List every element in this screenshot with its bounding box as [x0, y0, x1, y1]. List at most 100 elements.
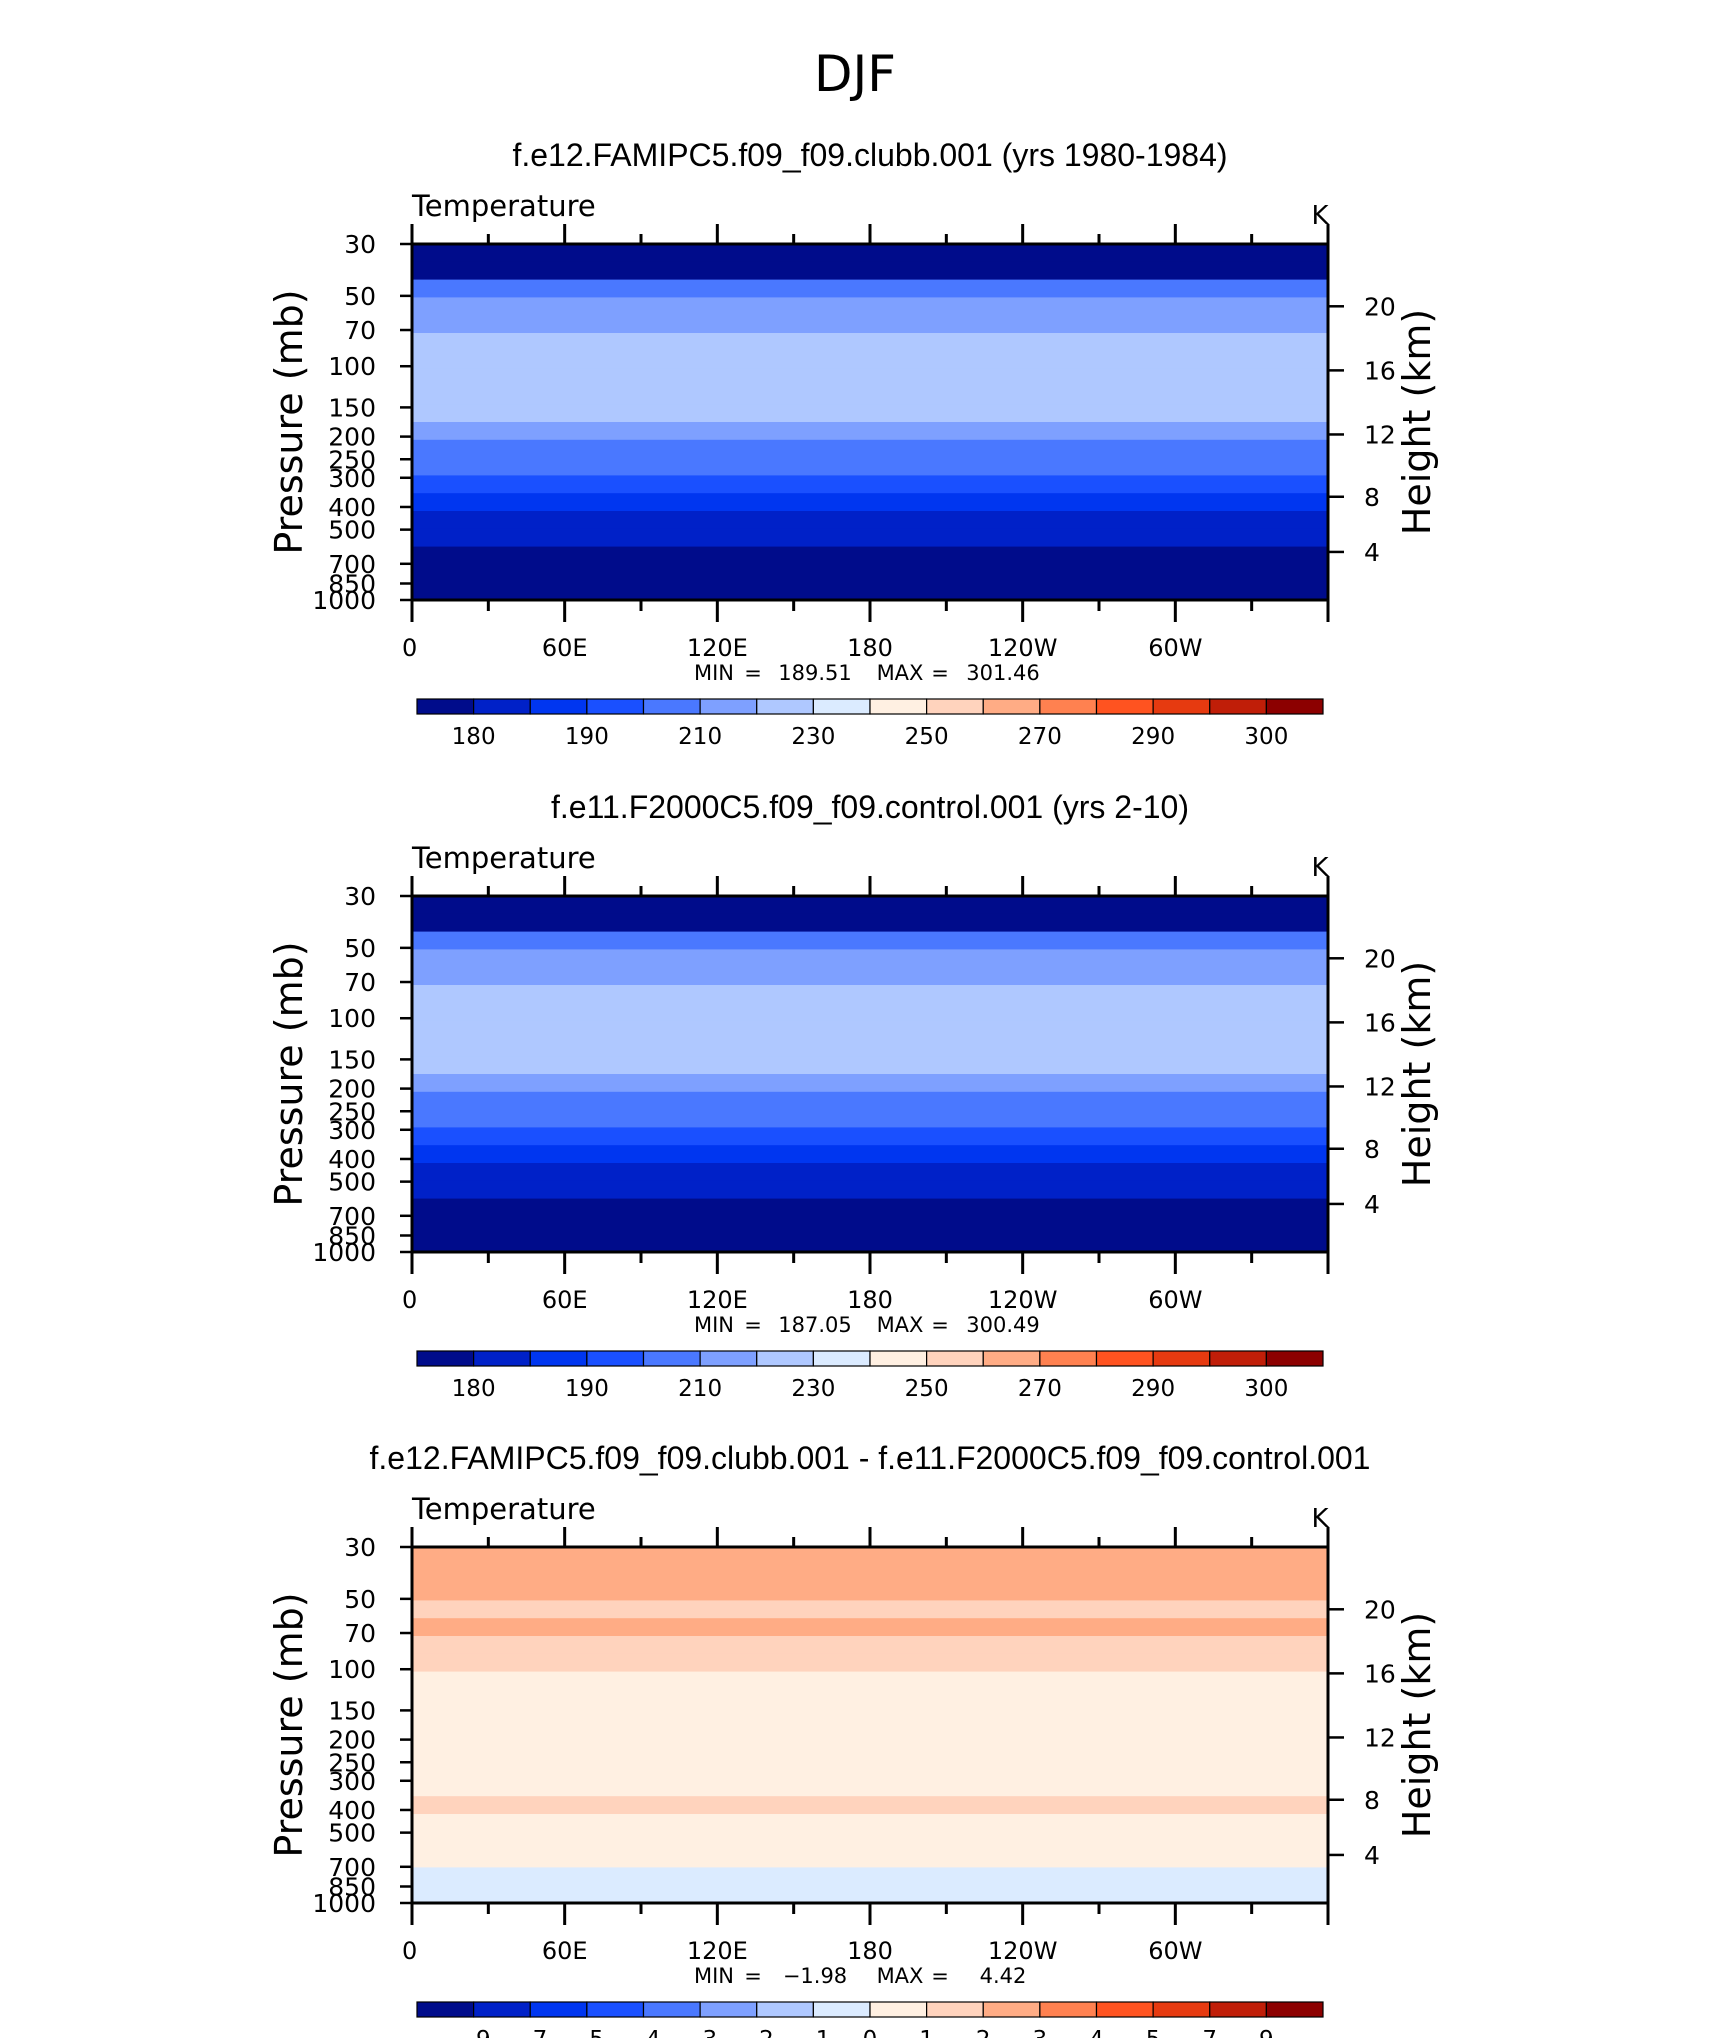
contour-layer: [412, 1216, 1328, 1236]
colorbar-swatch: [1152, 698, 1211, 715]
colorbar-label: −7: [513, 2027, 547, 2038]
panel-3: [400, 1527, 1344, 2018]
y-tick-label: 400: [328, 1145, 376, 1174]
contour-layer: [412, 1636, 1328, 1655]
colorbar-swatch: [1265, 2001, 1324, 2018]
colorbar-label: 250: [905, 724, 949, 750]
colorbar-label: 5: [1146, 2027, 1161, 2038]
contour-layer: [412, 457, 1328, 477]
colorbar-label: 270: [1018, 724, 1062, 750]
colorbar-swatch: [586, 1350, 645, 1367]
contour-layer: [412, 1020, 1328, 1040]
y-tick-label: 500: [328, 516, 376, 545]
colorbar-swatch: [926, 2001, 984, 2018]
x-tick-label: 180: [847, 1937, 893, 1965]
max-equals: =: [931, 661, 949, 685]
colorbar-swatch: [416, 2001, 475, 2018]
colorbar-swatch: [586, 2001, 645, 2018]
contour-layer: [412, 1831, 1328, 1851]
contour-layer: [412, 350, 1328, 370]
colorbar-swatch: [1209, 1350, 1267, 1367]
y-tick-label: 850: [328, 570, 376, 599]
x-tick-label: 0: [402, 1937, 417, 1965]
x-tick-label: 60W: [1148, 634, 1202, 662]
colorbar-swatch: [473, 2001, 531, 2018]
contour-layer: [412, 1127, 1328, 1147]
colorbar-label: 270: [1018, 1376, 1062, 1402]
contour-layer: [412, 1564, 1328, 1584]
y-tick-label: 50: [344, 934, 376, 963]
colorbar-label: −9: [457, 2027, 491, 2038]
right-tick-label: 16: [1364, 1008, 1396, 1037]
y-tick-label: 400: [328, 493, 376, 522]
y-tick-label: 250: [328, 445, 376, 474]
x-tick-label: 120W: [988, 1286, 1058, 1314]
colorbar-swatch: [529, 2001, 588, 2018]
contour-layer: [412, 315, 1328, 334]
y-tick-label: 250: [328, 1748, 376, 1777]
colorbar-label: 250: [905, 1376, 949, 1402]
colorbar-swatch: [756, 698, 814, 715]
colorbar-label: −2: [740, 2027, 774, 2038]
max-equals: =: [931, 1964, 949, 1988]
y-tick-label: 300: [328, 1116, 376, 1145]
contour-layer: [412, 1742, 1328, 1762]
colorbar-label: 2: [976, 2027, 991, 2038]
y-tick-label: 250: [328, 1097, 376, 1126]
colorbar-swatch: [1039, 698, 1098, 715]
min-label: MIN: [694, 661, 734, 685]
colorbar-swatch: [1265, 698, 1324, 715]
min-equals: =: [744, 1964, 762, 1988]
panel-title: f.e12.FAMIPC5.f09_f09.clubb.001 - f.e11.…: [370, 1440, 1371, 1476]
x-tick-label: 120W: [988, 1937, 1058, 1965]
x-tick-label: 60E: [542, 1286, 588, 1314]
y-tick-label: 1000: [312, 586, 376, 615]
right-tick-label: 12: [1364, 1072, 1396, 1101]
colorbar-label: 210: [678, 1376, 722, 1402]
colorbar-swatch: [1265, 1350, 1324, 1367]
panel-1: [400, 224, 1344, 715]
units-label: K: [1311, 201, 1329, 231]
colorbar-swatch: [699, 1350, 758, 1367]
colorbar-swatch: [473, 1350, 531, 1367]
max-equals: =: [931, 1313, 949, 1337]
colorbar-label: 9: [1259, 2027, 1274, 2038]
contour-layer: [412, 1109, 1328, 1129]
right-tick-label: 12: [1364, 420, 1396, 449]
x-tick-label: 0: [402, 1286, 417, 1314]
right-tick-label: 12: [1364, 1723, 1396, 1752]
right-tick-label: 4: [1364, 1841, 1380, 1870]
contour-layer: [412, 1145, 1328, 1164]
x-tick-label: 120E: [687, 1937, 748, 1965]
y-tick-label: 70: [344, 1619, 376, 1648]
units-label: K: [1311, 1504, 1329, 1534]
colorbar-swatch: [1152, 1350, 1211, 1367]
colorbar-label: 300: [1244, 1376, 1288, 1402]
contour-layer: [412, 493, 1328, 512]
x-tick-label: 60E: [542, 634, 588, 662]
right-tick-label: 8: [1364, 1786, 1380, 1815]
right-tick-label: 20: [1364, 944, 1396, 973]
contour-layer: [412, 1725, 1328, 1744]
colorbar-label: 180: [452, 724, 496, 750]
y-tick-label: 300: [328, 1767, 376, 1796]
figure-title: DJF: [814, 45, 896, 103]
contour-layer: [412, 422, 1328, 441]
colorbar-swatch: [982, 1350, 1041, 1367]
contour-layer: [412, 1547, 1328, 1566]
y-tick-label: 30: [344, 1533, 376, 1562]
colorbar-swatch: [869, 2001, 928, 2018]
colorbar-swatch: [869, 1350, 928, 1367]
contour-layer: [412, 1180, 1328, 1200]
y-tick-label: 400: [328, 1796, 376, 1825]
x-tick-label: 120W: [988, 634, 1058, 662]
contour-layer: [412, 1056, 1328, 1075]
contour-layer: [412, 949, 1328, 969]
colorbar-label: −5: [570, 2027, 604, 2038]
y-tick-label: 30: [344, 882, 376, 911]
right-axis-title: Height (km): [1395, 1612, 1439, 1838]
colorbar-label: 0: [863, 2027, 878, 2038]
panel-variable-label: Temperature: [411, 841, 596, 875]
contour-layer: [412, 1038, 1328, 1058]
colorbar-swatch: [869, 698, 928, 715]
